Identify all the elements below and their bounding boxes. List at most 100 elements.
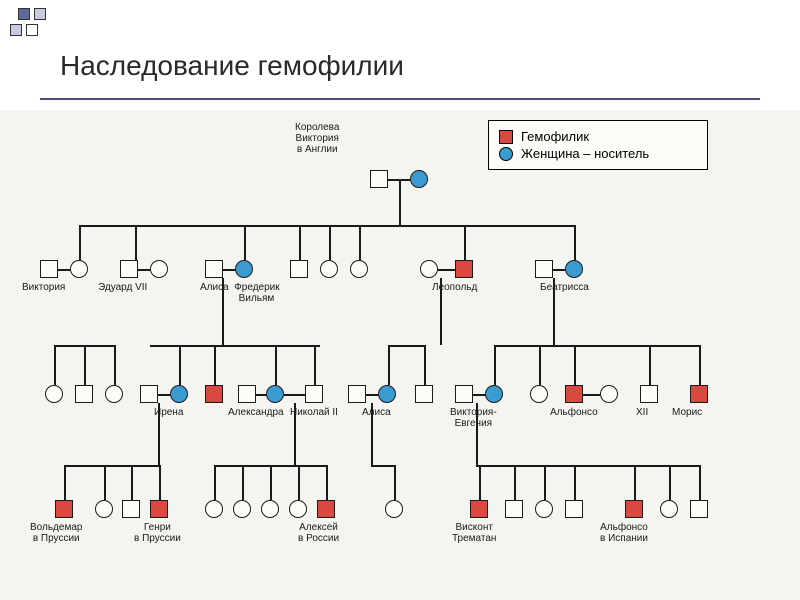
pedigree-edge: [366, 394, 378, 396]
pedigree-node-nic2: [305, 385, 323, 403]
pedigree-edge: [494, 345, 496, 385]
pedigree-node-son1: [290, 260, 308, 278]
pedigree-edge: [464, 225, 466, 260]
pedigree-node-alf_w: [600, 385, 618, 403]
pedigree-edge: [553, 269, 565, 271]
person-label: Алексей в России: [298, 522, 339, 544]
pedigree-node-son_sm: [415, 385, 433, 403]
pedigree-edge: [223, 269, 235, 271]
pedigree-node-irena: [170, 385, 188, 403]
pedigree-node-xii: [640, 385, 658, 403]
pedigree-edge: [329, 225, 331, 260]
pedigree-edge: [424, 345, 426, 385]
pedigree-edge: [244, 225, 246, 260]
slide-decoration: [0, 0, 800, 32]
pedigree-edge: [284, 394, 305, 396]
pedigree-edge: [583, 394, 600, 396]
pedigree-edge: [388, 345, 390, 385]
pedigree-node-d4_7: [535, 500, 553, 518]
pedigree-node-g3_2: [75, 385, 93, 403]
pedigree-edge: [64, 465, 159, 467]
person-label: Алиса Фредерик Вильям: [200, 282, 280, 304]
title-divider: [40, 98, 760, 100]
pedigree-edge: [179, 345, 181, 385]
pedigree-node-s4_4: [690, 500, 708, 518]
slide-title: Наследование гемофилии: [60, 50, 404, 82]
pedigree-edge: [479, 465, 481, 500]
pedigree-node-d4_4: [261, 500, 279, 518]
person-label: Николай II: [290, 407, 338, 418]
pedigree-node-g3_1: [45, 385, 63, 403]
pedigree-edge: [79, 225, 574, 227]
pedigree-node-henri: [150, 500, 168, 518]
pedigree-edge: [326, 465, 328, 500]
pedigree-edge: [371, 465, 394, 467]
person-label: Вольдемар в Пруссии: [30, 522, 82, 544]
hemophiliac-symbol-icon: [499, 130, 513, 144]
pedigree-edge: [138, 269, 150, 271]
pedigree-edge: [135, 225, 137, 260]
pedigree-node-da1: [320, 260, 338, 278]
pedigree-node-alisa2_h: [348, 385, 366, 403]
pedigree-node-alice_h: [205, 260, 223, 278]
pedigree-edge: [574, 465, 576, 500]
pedigree-edge: [649, 345, 651, 385]
pedigree-node-s4_2: [505, 500, 523, 518]
pedigree-node-d4_1: [95, 500, 113, 518]
pedigree-node-bea_h: [535, 260, 553, 278]
pedigree-edge: [84, 345, 86, 385]
pedigree-edge: [388, 345, 424, 347]
pedigree-edge: [544, 465, 546, 500]
pedigree-edge: [214, 465, 216, 500]
person-label: Беатрисса: [540, 282, 589, 293]
pedigree-node-ve_h: [455, 385, 473, 403]
carrier-symbol-icon: [499, 147, 513, 161]
legend-item: Гемофилик: [499, 129, 697, 144]
pedigree-node-ed7_w: [150, 260, 168, 278]
pedigree-node-alex_h: [238, 385, 256, 403]
pedigree-edge: [104, 465, 106, 500]
person-label: Альфонсо в Испании: [600, 522, 648, 544]
pedigree-edge: [634, 465, 636, 500]
person-label: Альфонсо: [550, 407, 598, 418]
pedigree-node-visc: [470, 500, 488, 518]
pedigree-edge: [131, 465, 133, 500]
person-label: Морис: [672, 407, 702, 418]
pedigree-edge: [699, 345, 701, 385]
pedigree-edge: [79, 225, 81, 260]
founder-label: Королева Виктория в Англии: [295, 122, 339, 155]
pedigree-node-alexei: [317, 500, 335, 518]
pedigree-node-son_red1: [205, 385, 223, 403]
pedigree-node-alf2: [625, 500, 643, 518]
pedigree-node-moris: [690, 385, 708, 403]
pedigree-node-d4_3: [233, 500, 251, 518]
pedigree-node-vict2_h: [40, 260, 58, 278]
pedigree-node-d4_5: [289, 500, 307, 518]
pedigree-node-alf_h: [565, 385, 583, 403]
legend-label: Женщина – носитель: [521, 146, 649, 161]
pedigree-edge: [214, 345, 216, 385]
pedigree-node-bea: [565, 260, 583, 278]
pedigree-edge: [270, 465, 272, 500]
pedigree-edge: [514, 465, 516, 500]
pedigree-edge: [669, 465, 671, 500]
pedigree-edge: [539, 345, 541, 385]
pedigree-node-leo_w: [420, 260, 438, 278]
person-label: Александра: [228, 407, 284, 418]
pedigree-node-s4_1: [122, 500, 140, 518]
person-label: Ирена: [154, 407, 183, 418]
pedigree-edge: [242, 465, 244, 500]
pedigree-edge: [494, 345, 699, 347]
pedigree-node-victoria: [410, 170, 428, 188]
pedigree-edge: [574, 225, 576, 260]
pedigree-edge: [574, 345, 576, 385]
person-label: Генри в Пруссии: [134, 522, 181, 544]
pedigree-node-g3_3: [105, 385, 123, 403]
pedigree-node-s4_3: [565, 500, 583, 518]
pedigree-edge: [699, 465, 701, 500]
pedigree-edge: [158, 394, 170, 396]
pedigree-edge: [114, 345, 116, 385]
pedigree-node-ed7: [120, 260, 138, 278]
person-label: Леопольд: [432, 282, 477, 293]
pedigree-node-d4_6: [385, 500, 403, 518]
